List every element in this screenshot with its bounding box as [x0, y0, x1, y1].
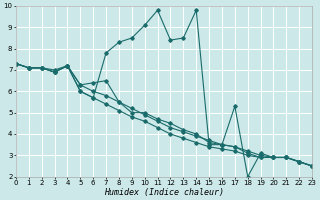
X-axis label: Humidex (Indice chaleur): Humidex (Indice chaleur)	[104, 188, 224, 197]
